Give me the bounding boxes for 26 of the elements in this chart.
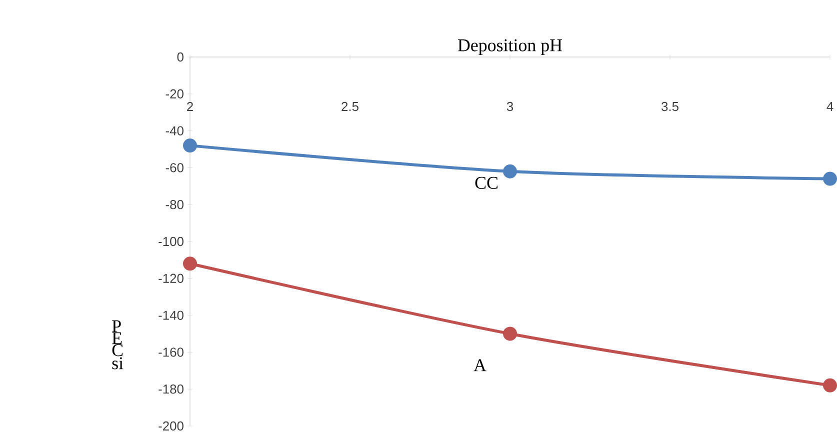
x-tick-label: 2.5 xyxy=(342,102,358,112)
y-tick-label: -200 xyxy=(158,421,184,431)
series-label: A xyxy=(474,359,486,372)
x-axis-title: Deposition pH xyxy=(458,39,562,55)
y-tick-label: -160 xyxy=(158,348,184,357)
point xyxy=(823,378,837,392)
y-tick-label: 0 xyxy=(177,52,184,62)
x-tick-label: 3.5 xyxy=(662,102,678,112)
x-tick-label: 4 xyxy=(826,102,834,111)
y-tick-label: -60 xyxy=(166,163,184,172)
y-tick-label: -100 xyxy=(158,236,184,246)
series-label: CC xyxy=(475,176,498,189)
point xyxy=(823,172,837,186)
point xyxy=(503,164,518,178)
point xyxy=(183,256,198,271)
y-tick-label: -180 xyxy=(158,384,184,394)
y-tick-label: -40 xyxy=(166,126,184,136)
y-tick-label: -120 xyxy=(158,274,184,283)
y-tick-label: -80 xyxy=(166,200,184,210)
point xyxy=(183,138,198,153)
y-tick-label: -140 xyxy=(158,310,184,320)
x-tick-label: 3 xyxy=(506,102,514,112)
x-tick-label: 2 xyxy=(187,102,193,112)
y-tick-label: -20 xyxy=(166,89,184,98)
point xyxy=(503,326,518,341)
y-axis-title: P E C si xyxy=(112,320,124,370)
